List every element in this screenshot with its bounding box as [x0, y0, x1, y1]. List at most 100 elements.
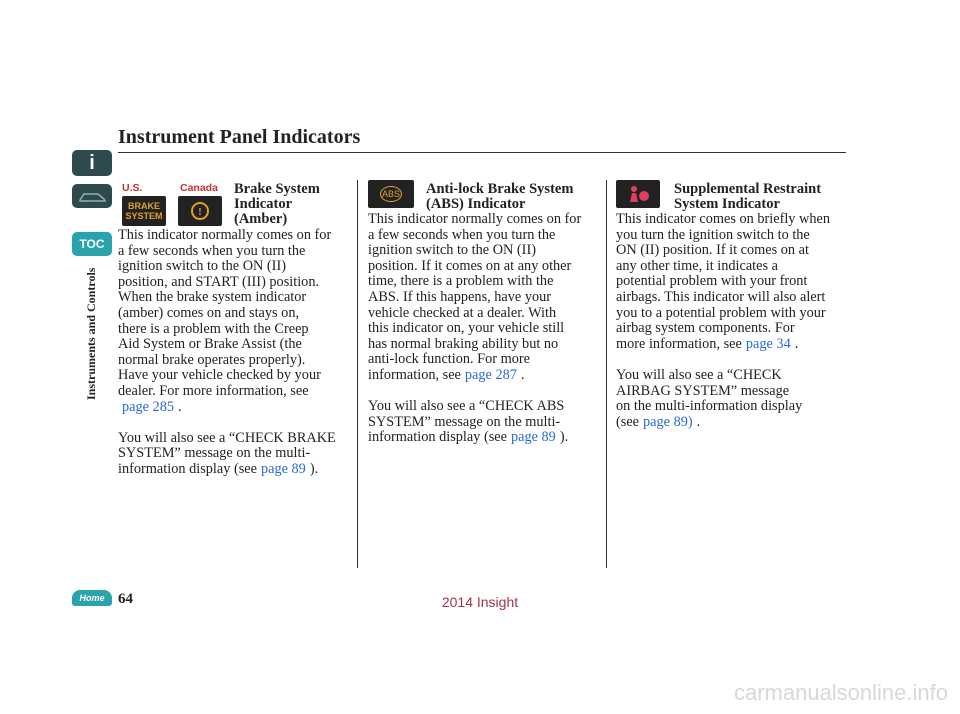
text: anti-lock function. For more — [368, 351, 530, 368]
heading-line: Indicator — [234, 196, 292, 212]
home-icon[interactable]: Home — [72, 590, 112, 606]
paragraph: This indicator normally comes on for a fe… — [118, 227, 354, 415]
info-icon[interactable]: i — [72, 150, 112, 176]
text-line: SYSTEM” message on the multi- — [368, 413, 604, 431]
page-link[interactable]: page 89) — [643, 413, 693, 430]
text-line: (amber) comes on and stays on, — [118, 304, 354, 322]
brake-symbol: ! — [191, 202, 209, 220]
text-line: information display (see page 89). — [118, 460, 354, 478]
text-line: You will also see a “CHECK BRAKE — [118, 429, 354, 447]
text-line: any other time, it indicates a — [616, 258, 852, 275]
text: . — [794, 335, 799, 352]
text: dealer. For more information, see — [118, 382, 309, 399]
text: Aid System or Brake Assist (the — [118, 336, 302, 353]
text: ). — [559, 429, 569, 446]
paragraph: This indicator comes on briefly when you … — [616, 211, 852, 353]
text-line: You will also see a “CHECK — [616, 366, 852, 384]
page-link[interactable]: page 89 — [510, 429, 556, 446]
watermark: carmanualsonline.info — [733, 680, 948, 705]
heading-line: (Amber) — [234, 211, 288, 227]
title-rule — [118, 152, 846, 153]
car-icon[interactable] — [72, 184, 112, 208]
text: position. If it comes on at any other — [368, 257, 572, 274]
heading-line: Supplemental Restraint — [674, 181, 822, 197]
text-line: airbag system components. For — [616, 320, 852, 337]
text-line: dealer. For more information, see — [118, 382, 354, 400]
text: airbags. This indicator will also alert — [616, 288, 826, 305]
brake-icon: BRAKE SYSTEM — [122, 196, 166, 226]
text: information display (see — [368, 429, 507, 446]
indicator-heading: Anti-lock Brake System (ABS) Indicator — [426, 182, 573, 212]
text: position, and START (III) position. — [118, 273, 320, 290]
indicator-heading: Brake System Indicator (Amber) — [234, 182, 320, 227]
text-line: anti-lock function. For more — [368, 352, 604, 368]
page-title: Instrument Panel Indicators — [118, 126, 361, 148]
text: You will also see a “CHECK BRAKE — [118, 429, 336, 446]
page-link[interactable]: page 89 — [260, 460, 306, 477]
text: a few seconds when you turn the — [368, 226, 556, 243]
text-line: Aid System or Brake Assist (the — [118, 336, 354, 353]
text-line: position, and START (III) position. — [118, 273, 354, 291]
text: ON (II) position. If it comes on at — [616, 242, 809, 259]
text-line: potential problem with your front — [616, 274, 852, 290]
text: When the brake system indicator — [118, 289, 307, 306]
toc-icon[interactable]: TOC — [72, 232, 112, 256]
text: you to a potential problem with your — [616, 304, 826, 321]
text: You will also see a “CHECK — [616, 366, 782, 383]
indicator-heading: Supplemental Restraint System Indicator — [674, 182, 821, 212]
text: information display (see — [118, 460, 257, 477]
text: time, there is a problem with the — [368, 273, 554, 290]
text: more information, see — [616, 335, 742, 352]
text-line: (see page 89). — [616, 413, 852, 431]
text-line: information, see page 287. — [368, 366, 604, 384]
heading-line: (ABS) Indicator — [426, 196, 526, 212]
text-line: a few seconds when you turn the — [368, 226, 604, 244]
text: vehicle checked at a dealer. With — [368, 304, 557, 321]
text-line: information display (see page 89). — [368, 430, 604, 446]
page-link[interactable]: page 34 — [745, 335, 791, 352]
text: AIRBAG SYSTEM” message — [616, 382, 790, 399]
svg-text:!: ! — [198, 206, 202, 218]
column-divider — [357, 180, 358, 568]
column-body: This indicator comes on briefly when you … — [616, 211, 852, 431]
text: airbag system components. For — [616, 320, 795, 337]
text: SYSTEM” message on the multi- — [368, 413, 561, 430]
text-line: ABS. If this happens, have your — [368, 288, 604, 306]
text: on the multi-information display — [616, 398, 803, 415]
heading-line: Brake System — [234, 181, 320, 197]
abs-icon: ABS — [368, 180, 414, 208]
text-line: normal brake operates properly). — [118, 352, 354, 369]
text-line: there is a problem with the Creep — [118, 321, 354, 338]
text-line: You will also see a “CHECK ABS — [368, 398, 604, 415]
text: You will also see a “CHECK ABS — [368, 398, 565, 415]
text-line: SYSTEM” message on the multi- — [118, 446, 354, 462]
text: ABS. If this happens, have your — [368, 288, 552, 305]
paragraph: You will also see a “CHECK AIRBAG SYSTEM”… — [616, 366, 852, 431]
text: This indicator normally comes on for — [118, 227, 332, 243]
text-line: This indicator comes on briefly when — [616, 211, 852, 228]
text-line: more information, see page 34. — [616, 335, 852, 353]
footer-model: 2014 Insight — [441, 594, 519, 610]
column-divider — [606, 180, 607, 568]
page-link[interactable]: page 285 — [122, 398, 175, 415]
paragraph: You will also see a “CHECK ABS SYSTEM” me… — [368, 398, 604, 446]
text: SYSTEM” message on the multi- — [118, 445, 311, 462]
text-line: has normal braking ability but no — [368, 336, 604, 353]
text: potential problem with your front — [616, 273, 808, 290]
car-graphic — [79, 193, 107, 202]
text-line: ignition switch to the ON (II) — [368, 242, 604, 259]
text-line: you turn the ignition switch to the — [616, 227, 852, 244]
text: (amber) comes on and stays on, — [118, 304, 300, 321]
text-line: on the multi-information display — [616, 398, 852, 415]
text-line: This indicator normally comes on for — [368, 211, 604, 228]
text: ignition switch to the ON (II) — [118, 258, 286, 275]
page-link[interactable]: page 287 — [464, 366, 517, 383]
column-body: This indicator normally comes on for a fe… — [368, 211, 604, 446]
text: This indicator normally comes on for — [368, 211, 582, 227]
text: (see — [616, 413, 640, 430]
text-line: AIRBAG SYSTEM” message — [616, 382, 852, 400]
text: a few seconds when you turn the — [118, 242, 306, 259]
text: information, see — [368, 366, 461, 383]
region-label: Canada — [180, 182, 218, 194]
